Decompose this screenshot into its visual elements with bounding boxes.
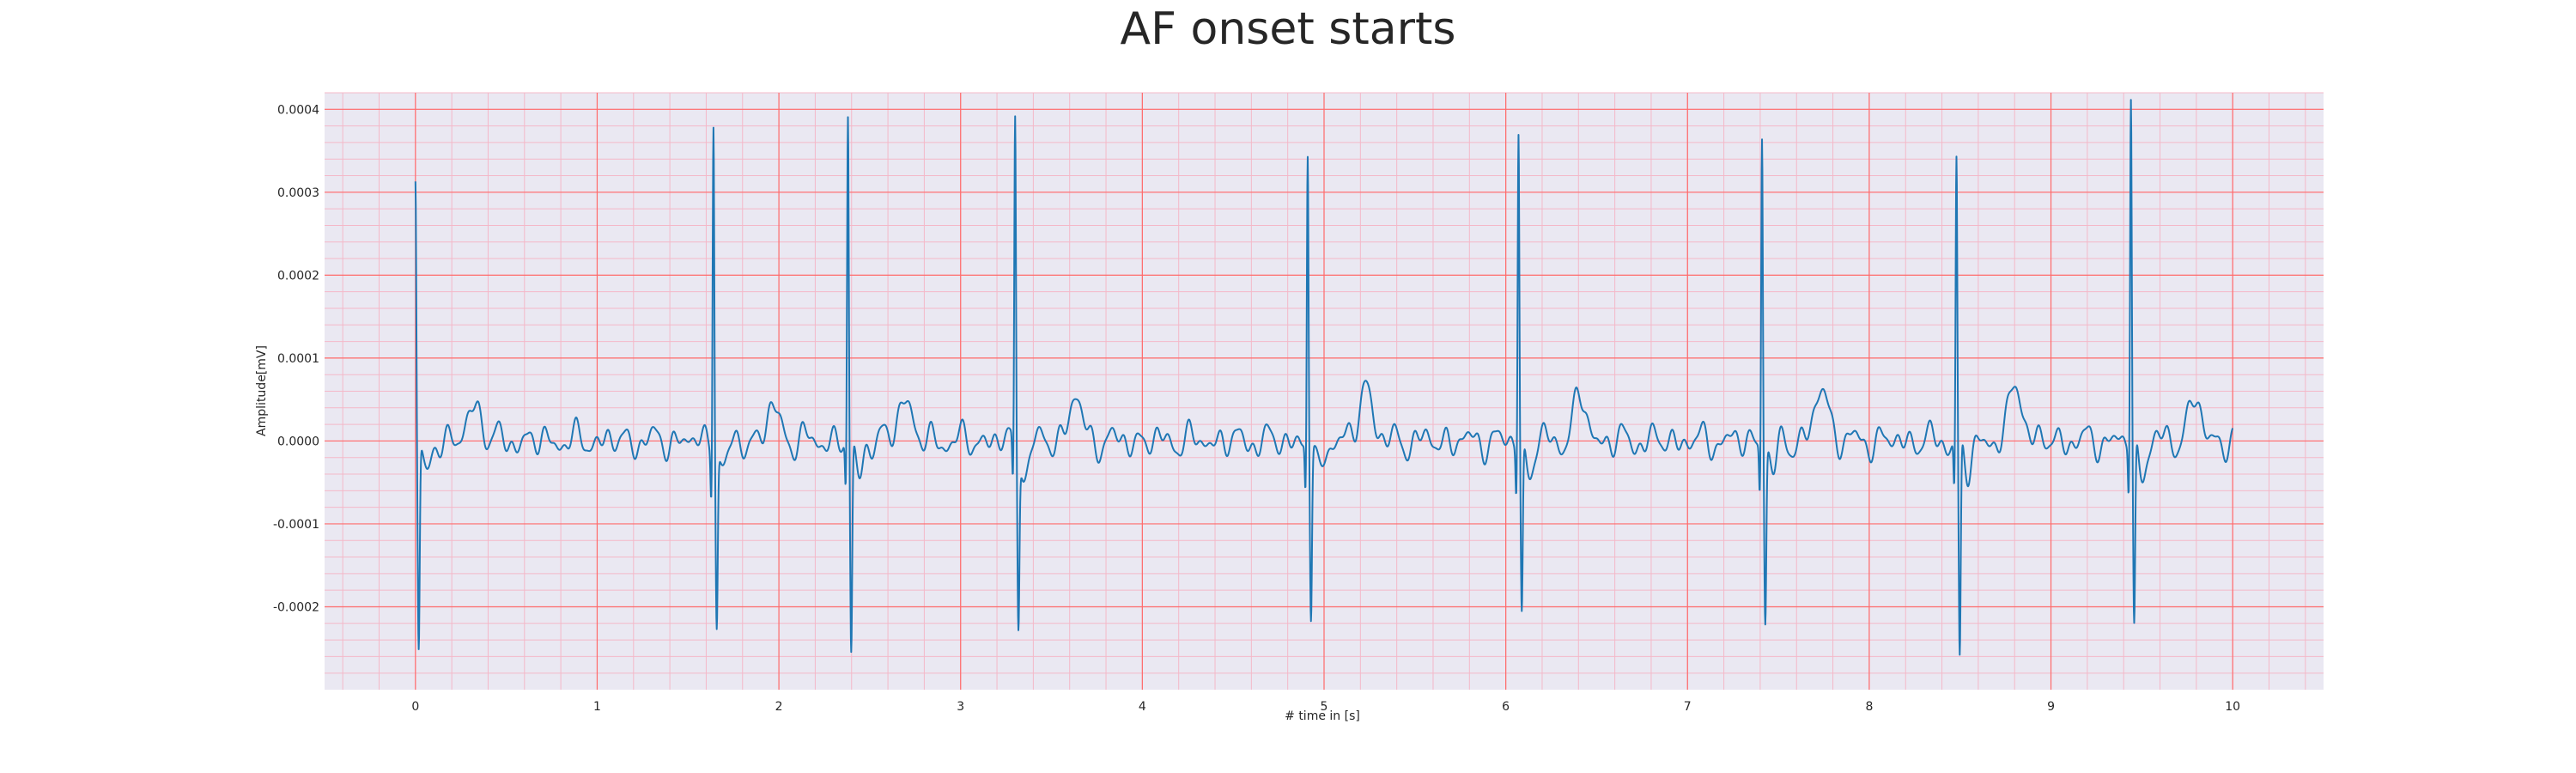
chart-title: AF onset starts [1120,3,1456,55]
x-tick-label: 10 [2225,700,2240,714]
x-tick-label: 9 [2047,700,2055,714]
x-axis-label: # time in [s] [1285,709,1360,723]
x-tick-label: 1 [593,700,601,714]
y-tick-label: 0.0000 [277,435,319,448]
series-group [414,99,2234,656]
y-tick-labels: -0.0002 -0.0001 0.0000 0.0001 0.0002 0.0003 0.… [273,103,319,614]
x-tick-label: 3 [957,700,964,714]
x-tick-label: 5 [1321,700,1328,714]
y-tick-label: 0.0004 [277,103,319,117]
x-tick-label: 0 [411,700,419,714]
y-tick-label: -0.0001 [273,518,319,532]
x-tick-label: 6 [1502,700,1510,714]
ecg-series-line [414,99,2234,656]
y-tick-label: 0.0002 [277,269,319,283]
y-axis-label: Amplitude[mV] [255,345,269,436]
x-tick-label: 4 [1139,700,1146,714]
y-tick-label: -0.0002 [273,600,319,614]
x-tick-label: 7 [1684,700,1692,714]
x-tick-label: 2 [775,700,783,714]
y-tick-label: 0.0001 [277,352,319,366]
major-grid [325,93,2324,690]
x-tick-label: 8 [1865,700,1873,714]
x-tick-labels: 0 1 2 3 4 5 6 7 8 9 10 [411,700,2240,714]
y-tick-label: 0.0003 [277,186,319,200]
